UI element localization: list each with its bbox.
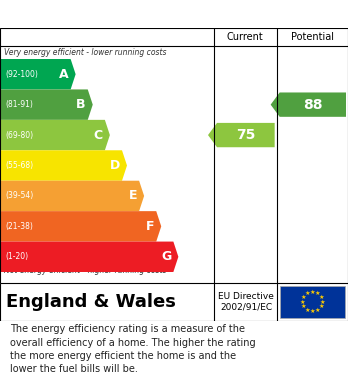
Text: (55-68): (55-68) [5,161,33,170]
Text: Not energy efficient - higher running costs: Not energy efficient - higher running co… [4,266,166,275]
Text: ★: ★ [304,291,310,296]
Text: ★: ★ [318,294,324,300]
Text: England & Wales: England & Wales [6,293,176,311]
Text: (69-80): (69-80) [5,131,33,140]
Text: D: D [110,159,120,172]
Polygon shape [0,150,127,181]
Text: The energy efficiency rating is a measure of the
overall efficiency of a home. T: The energy efficiency rating is a measur… [10,325,256,374]
Text: (81-91): (81-91) [5,100,33,109]
Polygon shape [0,211,161,242]
Text: ★: ★ [301,305,307,309]
Text: Current: Current [227,32,264,42]
Text: A: A [59,68,69,81]
Text: ★: ★ [309,309,315,314]
Text: 75: 75 [236,128,255,142]
Text: G: G [161,250,171,263]
Polygon shape [0,59,76,90]
Polygon shape [0,242,179,272]
Bar [280,286,345,318]
Text: (21-38): (21-38) [5,222,33,231]
Text: Energy Efficiency Rating: Energy Efficiency Rating [10,7,212,22]
Polygon shape [271,92,346,117]
Text: ★: ★ [318,305,324,309]
Text: ★: ★ [309,290,315,294]
Text: 88: 88 [303,98,323,112]
Text: C: C [94,129,103,142]
Text: EU Directive
2002/91/EC: EU Directive 2002/91/EC [218,292,274,312]
Text: Very energy efficient - lower running costs: Very energy efficient - lower running co… [4,48,166,57]
Text: (1-20): (1-20) [5,252,28,261]
Polygon shape [0,120,110,150]
Polygon shape [0,181,144,211]
Text: ★: ★ [319,300,325,305]
Text: ★: ★ [301,294,307,300]
Text: B: B [76,98,86,111]
Text: ★: ★ [300,300,305,305]
Polygon shape [208,123,275,147]
Text: ★: ★ [304,308,310,313]
Text: F: F [146,220,154,233]
Polygon shape [0,90,93,120]
Text: (39-54): (39-54) [5,192,33,201]
Text: ★: ★ [315,308,320,313]
Text: Potential: Potential [291,32,334,42]
Text: E: E [129,189,137,203]
Text: (92-100): (92-100) [5,70,38,79]
Text: ★: ★ [315,291,320,296]
